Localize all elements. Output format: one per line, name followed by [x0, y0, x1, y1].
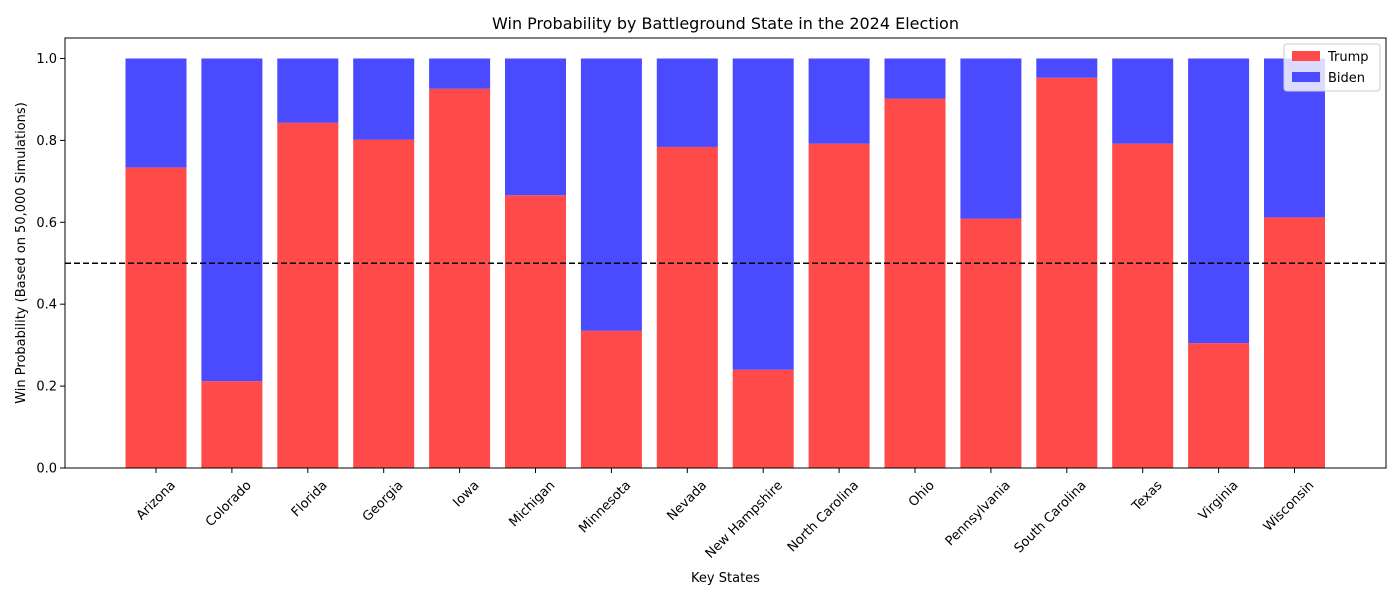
bar-trump-south-carolina	[1036, 77, 1098, 468]
x-tick-label: Florida	[289, 478, 331, 520]
x-tick-label: Pennsylvania	[943, 478, 1014, 549]
legend-label-biden: Biden	[1328, 71, 1365, 86]
y-axis-label: Win Probability (Based on 50,000 Simulat…	[14, 102, 29, 404]
bar-biden-new-hampshire	[732, 58, 794, 370]
x-tick-label: Wisconsin	[1261, 478, 1318, 535]
bar-trump-texas	[1112, 143, 1174, 468]
legend-swatch-trump	[1292, 51, 1320, 61]
x-tick-label: Ohio	[906, 478, 938, 510]
bar-trump-new-hampshire	[732, 369, 794, 468]
y-tick-label: 0.4	[36, 298, 57, 313]
bar-trump-arizona	[125, 167, 187, 468]
y-tick-label: 0.8	[36, 134, 57, 149]
legend-label-trump: Trump	[1327, 50, 1369, 65]
bar-trump-georgia	[353, 139, 415, 468]
bar-biden-south-carolina	[1036, 58, 1098, 78]
y-tick-label: 0.0	[36, 462, 57, 477]
bar-biden-virginia	[1188, 58, 1250, 344]
y-tick-label: 0.6	[36, 216, 57, 231]
x-tick-label: Texas	[1129, 478, 1166, 515]
y-tick-label: 0.2	[36, 380, 57, 395]
bar-trump-minnesota	[580, 330, 642, 468]
bar-trump-virginia	[1188, 343, 1250, 468]
bar-trump-colorado	[201, 381, 263, 468]
bar-biden-florida	[277, 58, 339, 123]
x-tick-label: Iowa	[450, 478, 482, 510]
plot-area-frame	[64, 37, 1387, 469]
bar-trump-iowa	[429, 88, 491, 468]
y-axis: 0.0 0.2 0.4 0.6 0.8 1.0	[36, 52, 65, 477]
bar-biden-ohio	[884, 58, 946, 99]
x-tick-label: Arizona	[134, 478, 179, 523]
bar-trump-pennsylvania	[960, 218, 1022, 468]
bar-trump-florida	[277, 122, 339, 469]
x-axis-label: Key States	[691, 571, 760, 586]
bar-trump-ohio	[884, 98, 946, 469]
y-tick-label: 1.0	[36, 52, 57, 67]
x-tick-label: New Hampshire	[703, 478, 786, 561]
x-tick-label: North Carolina	[785, 478, 862, 555]
x-tick-label: Virginia	[1196, 478, 1241, 523]
bar-biden-north-carolina	[808, 58, 870, 144]
bar-biden-arizona	[125, 58, 187, 168]
bar-trump-north-carolina	[808, 143, 870, 468]
bar-biden-texas	[1112, 58, 1174, 144]
bar-biden-georgia	[353, 58, 415, 140]
bars-group	[125, 58, 1325, 469]
x-tick-label: South Carolina	[1012, 478, 1090, 556]
legend-swatch-biden	[1292, 72, 1320, 82]
bar-biden-iowa	[429, 58, 491, 89]
bar-biden-minnesota	[580, 58, 642, 331]
bar-biden-colorado	[201, 58, 263, 382]
x-axis: Arizona Colorado Florida Georgia Iowa Michiga…	[134, 468, 1318, 562]
chart-title: Win Probability by Battleground State in…	[492, 14, 959, 33]
x-tick-label: Colorado	[203, 478, 255, 530]
bar-trump-wisconsin	[1264, 217, 1325, 468]
bar-trump-michigan	[505, 195, 566, 468]
x-tick-label: Michigan	[506, 478, 558, 530]
bar-biden-nevada	[656, 58, 718, 147]
bar-biden-michigan	[505, 58, 566, 196]
x-tick-label: Minnesota	[576, 478, 634, 536]
bar-trump-nevada	[656, 146, 718, 468]
legend: Trump Biden	[1283, 43, 1381, 92]
x-tick-label: Georgia	[360, 478, 407, 525]
x-tick-label: Nevada	[664, 478, 710, 524]
bar-biden-pennsylvania	[960, 58, 1022, 219]
